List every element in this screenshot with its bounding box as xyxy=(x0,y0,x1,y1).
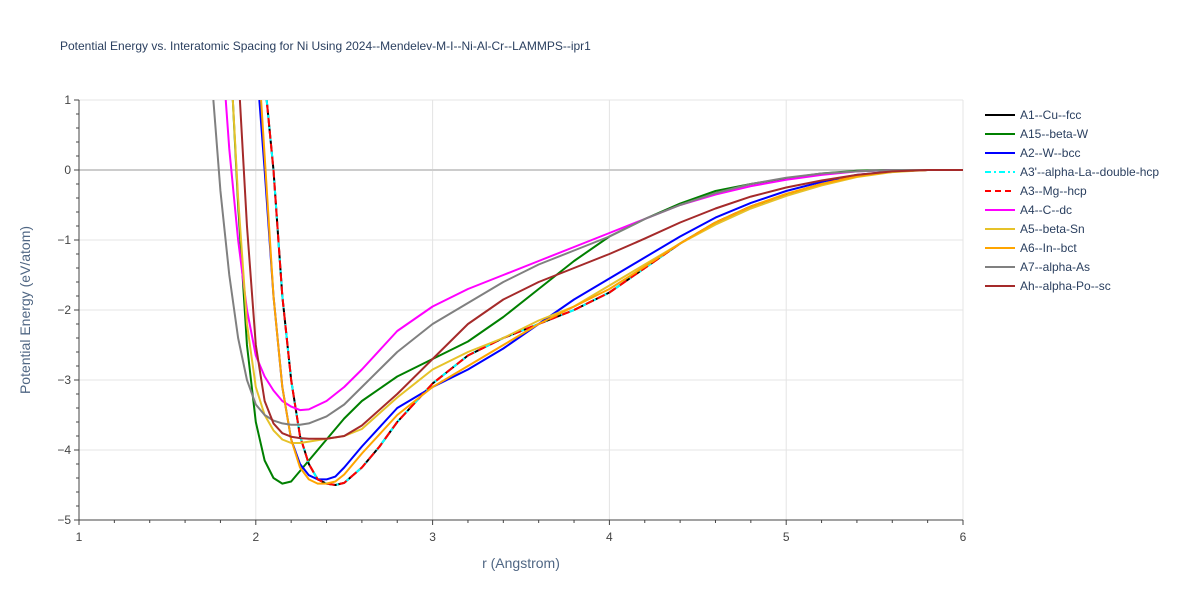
legend-item[interactable]: A3'--alpha-La--double-hcp xyxy=(985,165,1159,179)
legend-label: A3--Mg--hcp xyxy=(1020,184,1087,198)
legend-label: A15--beta-W xyxy=(1020,127,1089,141)
x-tick-label: 3 xyxy=(429,530,436,544)
y-axis-title: Potential Energy (eV/atom) xyxy=(17,226,33,394)
series-line-A6--In--bct xyxy=(260,100,963,485)
x-axis-title: r (Angstrom) xyxy=(482,555,560,571)
y-tick-label: −3 xyxy=(57,373,71,387)
x-tick-label: 1 xyxy=(76,530,83,544)
legend-item[interactable]: A6--In--bct xyxy=(985,241,1077,255)
legend-label: A1--Cu--fcc xyxy=(1020,108,1081,122)
series-line-Ah--alpha-Po--sc xyxy=(238,100,963,440)
series-layer xyxy=(212,100,963,486)
y-tick-label: −5 xyxy=(57,513,71,527)
y-tick-label: 1 xyxy=(64,93,71,107)
legend-item[interactable]: A5--beta-Sn xyxy=(985,222,1085,236)
legend-item[interactable]: A15--beta-W xyxy=(985,127,1089,141)
legend-item[interactable]: Ah--alpha-Po--sc xyxy=(985,279,1111,293)
legend-item[interactable]: A4--C--dc xyxy=(985,203,1072,217)
legend-label: A7--alpha-As xyxy=(1020,260,1090,274)
legend-label: A6--In--bct xyxy=(1020,241,1077,255)
x-tick-label: 4 xyxy=(606,530,613,544)
y-tick-label: −2 xyxy=(57,303,71,317)
series-line-A4--C--dc xyxy=(224,100,963,412)
series-line-A5--beta-Sn xyxy=(231,100,963,444)
legend-label: A4--C--dc xyxy=(1020,203,1072,217)
x-tick-label: 5 xyxy=(783,530,790,544)
legend-label: A5--beta-Sn xyxy=(1020,222,1085,236)
y-tick-label: 0 xyxy=(64,163,71,177)
chart-title: Potential Energy vs. Interatomic Spacing… xyxy=(60,39,591,53)
legend-item[interactable]: A7--alpha-As xyxy=(985,260,1090,274)
series-line-A7--alpha-As xyxy=(212,100,963,426)
x-tick-label: 6 xyxy=(960,530,967,544)
ticks: 1 2 3 4 5 6 1 0 −1 −2 −3 −4 −5 xyxy=(57,93,966,544)
legend-label: A3'--alpha-La--double-hcp xyxy=(1020,165,1159,179)
legend[interactable]: A1--Cu--fcc A15--beta-W A2--W--bcc A3'--alp… xyxy=(985,108,1159,293)
x-tick-label: 2 xyxy=(252,530,259,544)
legend-item[interactable]: A3--Mg--hcp xyxy=(985,184,1087,198)
legend-label: Ah--alpha-Po--sc xyxy=(1020,279,1111,293)
y-tick-label: −1 xyxy=(57,233,71,247)
legend-item[interactable]: A2--W--bcc xyxy=(985,146,1080,160)
y-tick-label: −4 xyxy=(57,443,71,457)
legend-label: A2--W--bcc xyxy=(1020,146,1080,160)
legend-item[interactable]: A1--Cu--fcc xyxy=(985,108,1081,122)
